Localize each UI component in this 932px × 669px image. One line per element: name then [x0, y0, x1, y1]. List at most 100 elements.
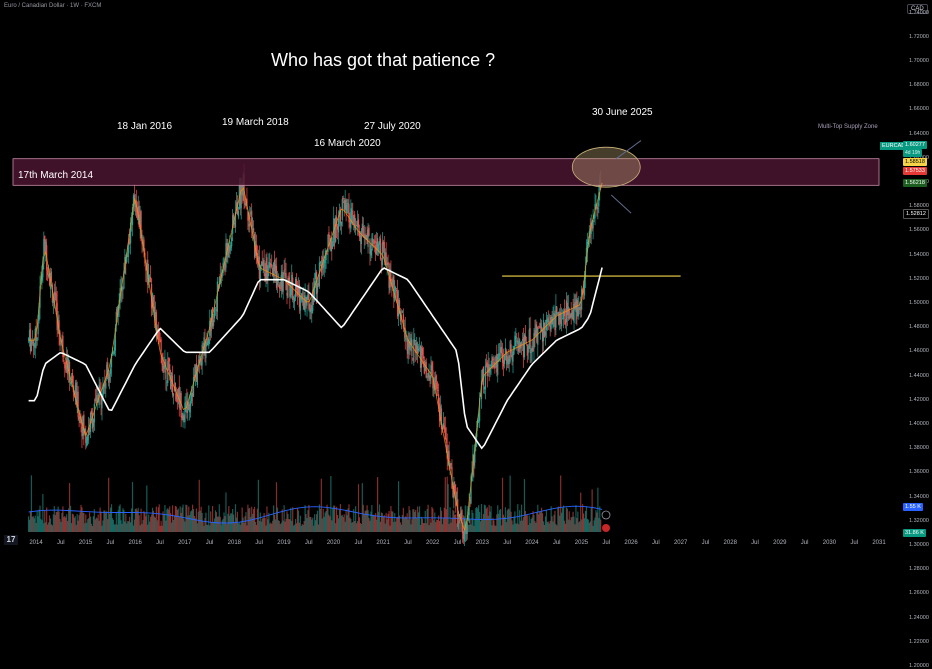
volume-bar [96, 518, 98, 532]
candle-body [270, 263, 272, 268]
candle-body [375, 245, 377, 254]
candle-body [116, 308, 118, 317]
candle-body [370, 248, 372, 256]
candle-body [141, 241, 143, 245]
candle-body [425, 361, 427, 378]
volume-bar [269, 523, 271, 532]
candle-body [102, 384, 104, 400]
candle-body [336, 226, 339, 230]
volume-bar [509, 475, 511, 532]
candle-body [558, 311, 560, 325]
volume-bar [166, 509, 168, 532]
candle-body [306, 296, 308, 306]
candle-body [445, 438, 447, 443]
volume-bar [124, 521, 126, 532]
candle-body [592, 220, 594, 229]
candle-body [48, 273, 51, 286]
candle-body [261, 261, 263, 266]
volume-bar [198, 479, 200, 532]
symbol-title[interactable]: Euro / Canadian Dollar · 1W · FXCM [4, 3, 102, 9]
volume-bar [221, 520, 223, 532]
time-axis-label: Jul [404, 540, 412, 546]
chart-area[interactable] [0, 0, 932, 550]
price-axis-label: 1.38000 [909, 445, 929, 452]
candle-body [153, 306, 156, 318]
volume-bar [458, 515, 461, 532]
volume-bar [406, 513, 408, 532]
candle-body [350, 208, 352, 229]
price-axis-label: 1.40000 [909, 420, 929, 427]
candle-body [545, 319, 547, 331]
candle-body [535, 324, 537, 336]
volume-bar [273, 514, 276, 532]
candle-body [33, 344, 35, 346]
volume-bar [596, 512, 598, 532]
volume-bar [413, 509, 415, 532]
candle-body [544, 331, 547, 336]
volume-bar [154, 517, 156, 532]
volume-bar [164, 505, 166, 532]
volume-bar [232, 509, 234, 532]
candle-body [415, 343, 417, 353]
candle-body [494, 366, 496, 369]
candle-body [537, 328, 539, 345]
candle-body [36, 337, 38, 341]
volume-bar [553, 514, 555, 532]
event-marker-icon [602, 524, 610, 532]
candle-body [511, 354, 513, 360]
volume-bar [45, 522, 47, 532]
candle-body [170, 374, 172, 390]
price-axis-label: 1.52000 [909, 275, 929, 282]
candle-body [267, 273, 269, 281]
volume-bar [327, 508, 329, 532]
time-axis-label: 2017 [178, 540, 192, 546]
candle-body [418, 347, 421, 349]
volume-bar [267, 519, 269, 532]
candle-body [372, 239, 374, 241]
last-price-tag: 1.60277 [903, 141, 927, 149]
candle-body [197, 362, 199, 364]
candle-body [310, 304, 312, 311]
volume-bar [139, 525, 141, 532]
event-marker-icon [601, 510, 611, 520]
candle-body [286, 292, 288, 296]
candle-body [132, 195, 135, 206]
volume-bar [432, 508, 434, 532]
volume-bar [274, 519, 277, 532]
volume-bar [54, 515, 56, 532]
currency-badge[interactable]: CAD [907, 4, 928, 14]
volume-bar [179, 506, 181, 532]
candle-body [478, 420, 480, 422]
price-axis-label: 1.36000 [909, 469, 929, 476]
volume-bar [425, 523, 427, 532]
volume-bar [257, 479, 259, 532]
volume-bar [576, 518, 578, 532]
price-axis-label: 1.50000 [909, 299, 929, 306]
volume-bar [187, 515, 189, 532]
candle-body [421, 348, 424, 356]
volume-bar [291, 520, 293, 532]
tradingview-logo-icon[interactable]: 17 [4, 535, 18, 545]
candle-body [340, 221, 342, 226]
candle-body [248, 223, 250, 227]
time-axis-label: Jul [56, 540, 65, 546]
volume-bar [564, 523, 567, 532]
volume-bar [222, 518, 224, 532]
candle-body [529, 328, 531, 353]
volume-bar [429, 518, 431, 532]
candle-body [480, 380, 483, 400]
candle-body [115, 311, 117, 326]
time-axis-label: Jul [255, 540, 263, 546]
annotation-jul2020: 27 July 2020 [364, 121, 421, 132]
volume-bar [215, 512, 218, 532]
candle-body [113, 347, 115, 354]
time-axis-label: 2018 [227, 540, 242, 546]
volume-bar [479, 511, 481, 532]
candle-body [226, 243, 228, 255]
price-chart[interactable] [0, 0, 932, 550]
candle-body [176, 398, 178, 402]
volume-bar [114, 524, 116, 532]
volume-bar [156, 520, 158, 532]
candle-body [47, 270, 49, 276]
volume-bar [598, 518, 600, 532]
